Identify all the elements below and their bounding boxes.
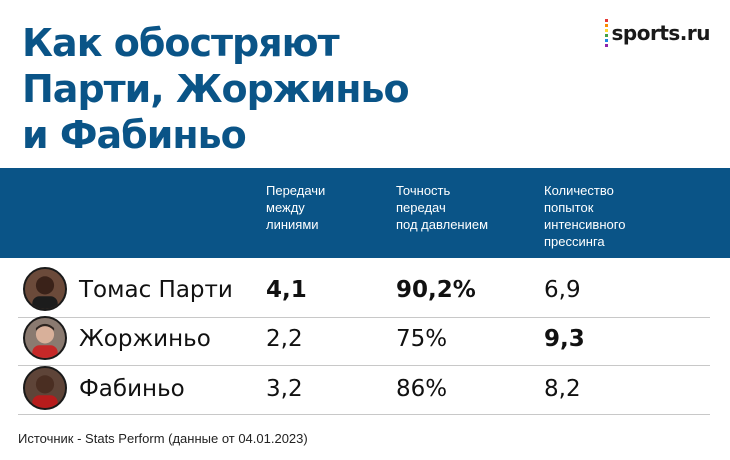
stat-pressing-value: 6,9 xyxy=(544,277,581,303)
column-header-line: Передачи xyxy=(266,183,326,198)
stat-accuracy-value: 86% xyxy=(396,376,448,402)
brand-dots-icon xyxy=(604,18,608,48)
player-name: Фабиньо xyxy=(79,376,185,402)
column-header-line: интенсивного xyxy=(544,217,626,232)
stat-pressing-value: 8,2 xyxy=(544,376,581,402)
row-divider xyxy=(18,365,710,366)
player-photo-icon xyxy=(23,366,67,410)
title-line-2: Парти, Жоржиньо xyxy=(22,67,410,111)
brand-dot xyxy=(604,34,608,37)
column-header-line: попыток xyxy=(544,200,594,215)
column-header-line: Количество xyxy=(544,183,614,198)
brand-dot xyxy=(604,24,608,27)
row-divider xyxy=(18,414,710,415)
brand-dot xyxy=(604,39,608,42)
stat-passes-value: 2,2 xyxy=(266,326,303,352)
stat-passes-value: 4,1 xyxy=(266,277,307,303)
stat-passes-value: 3,2 xyxy=(266,376,303,402)
row-divider xyxy=(18,317,710,318)
column-header-accuracy: Точность передач под давлением xyxy=(396,182,488,233)
brand-dot xyxy=(604,44,608,47)
brand-dot xyxy=(604,19,608,22)
page-title: Как обостряют Парти, Жоржиньо и Фабиньо xyxy=(22,20,542,158)
column-header-passes: Передачи между линиями xyxy=(266,182,325,233)
table-header xyxy=(0,168,730,258)
brand-logo: sports.ru xyxy=(604,18,711,48)
title-line-1: Как обостряют xyxy=(22,21,340,65)
column-header-line: линиями xyxy=(266,217,319,232)
player-photo-icon xyxy=(23,316,67,360)
column-header-line: под давлением xyxy=(396,217,489,232)
column-header-line: Точность xyxy=(396,183,451,198)
stat-accuracy-value: 90,2% xyxy=(396,277,476,303)
column-header-line: между xyxy=(266,200,305,215)
title-line-3: и Фабиньо xyxy=(22,113,247,157)
column-header-pressing: Количество попыток интенсивного прессинг… xyxy=(544,182,625,250)
column-header-line: прессинга xyxy=(544,234,605,249)
player-photo-icon xyxy=(23,267,67,311)
player-name: Жоржиньо xyxy=(79,326,211,352)
brand-dot xyxy=(604,29,608,32)
brand-name: sports.ru xyxy=(611,21,711,45)
stat-pressing-value: 9,3 xyxy=(544,326,585,352)
stat-accuracy-value: 75% xyxy=(396,326,448,352)
player-name: Томас Парти xyxy=(79,277,233,303)
column-header-line: передач xyxy=(396,200,446,215)
source-note: Источник - Stats Perform (данные от 04.0… xyxy=(18,431,308,446)
